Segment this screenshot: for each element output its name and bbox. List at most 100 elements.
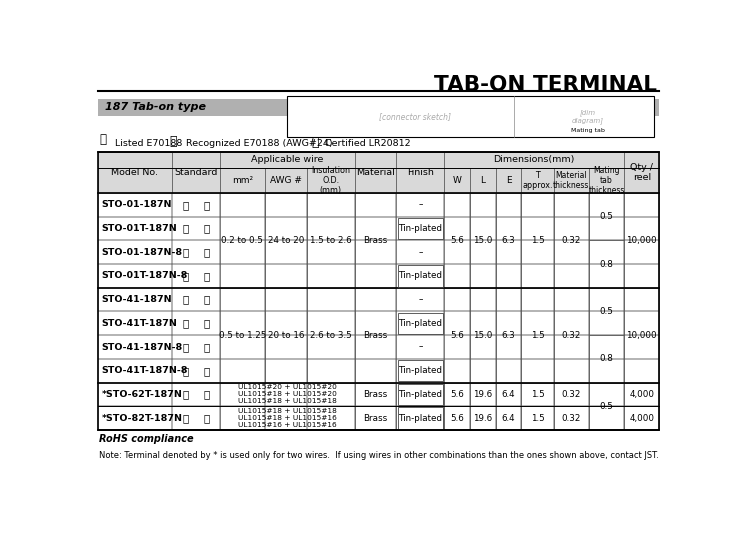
Bar <box>624 383 659 406</box>
Text: 15.0: 15.0 <box>473 236 493 245</box>
Text: Tin-plated: Tin-plated <box>398 390 443 399</box>
Bar <box>220 383 355 406</box>
Bar <box>522 359 554 383</box>
Text: Ⓢ: Ⓢ <box>203 390 210 399</box>
Bar <box>624 193 659 217</box>
Bar <box>265 217 307 240</box>
Bar <box>396 383 444 406</box>
Bar <box>265 264 307 288</box>
Bar <box>98 152 172 193</box>
Text: 20 to 16: 20 to 16 <box>268 331 304 339</box>
Text: Finish: Finish <box>407 168 434 177</box>
Bar <box>307 193 355 288</box>
Text: 0.5 to 1.25: 0.5 to 1.25 <box>219 331 266 339</box>
Bar <box>398 360 443 381</box>
Text: 6.3: 6.3 <box>502 236 516 245</box>
Bar <box>396 288 444 312</box>
Bar <box>624 312 659 335</box>
Text: Ⓢ: Ⓢ <box>203 295 210 305</box>
Bar <box>265 406 307 430</box>
Bar <box>396 152 444 193</box>
Text: 1.5: 1.5 <box>531 236 545 245</box>
Bar <box>396 383 444 406</box>
Text: 19.6: 19.6 <box>474 390 492 399</box>
Bar <box>554 288 589 312</box>
Bar <box>444 240 470 264</box>
Bar <box>98 264 172 288</box>
Bar <box>98 383 172 406</box>
Text: 5.6: 5.6 <box>451 236 464 245</box>
Text: Tin-plated: Tin-plated <box>398 319 443 328</box>
Bar <box>220 240 265 264</box>
Bar <box>355 193 396 217</box>
Bar <box>398 218 443 239</box>
Text: 5.6: 5.6 <box>451 390 464 399</box>
Bar <box>554 193 589 217</box>
Text: Ⓤ: Ⓤ <box>183 390 188 399</box>
Bar <box>522 383 554 406</box>
Text: 6.3: 6.3 <box>502 331 516 339</box>
Bar <box>589 359 624 383</box>
Bar <box>355 193 396 288</box>
Bar <box>554 168 589 193</box>
Bar <box>470 406 496 430</box>
Bar <box>522 335 554 359</box>
Bar <box>355 406 396 430</box>
Bar <box>444 217 470 240</box>
Bar <box>522 168 554 193</box>
Bar <box>444 335 470 359</box>
Bar <box>396 240 444 264</box>
Bar <box>554 193 589 288</box>
Bar <box>496 288 522 312</box>
Text: 0.8: 0.8 <box>599 259 613 268</box>
Bar <box>444 406 470 430</box>
Text: Mating tab: Mating tab <box>571 129 605 133</box>
Text: Tin-plated: Tin-plated <box>398 414 443 422</box>
Text: 0.32: 0.32 <box>562 331 581 339</box>
Bar <box>624 383 659 406</box>
Text: 0.32: 0.32 <box>562 414 581 422</box>
Bar <box>98 312 172 335</box>
Bar <box>172 383 220 406</box>
Bar <box>265 193 307 288</box>
Bar <box>220 359 265 383</box>
Text: [connector sketch]: [connector sketch] <box>379 112 452 121</box>
Bar <box>307 288 355 383</box>
Bar <box>444 383 470 406</box>
Bar <box>396 406 444 430</box>
Bar <box>496 264 522 288</box>
Text: Ⓤ: Ⓤ <box>183 223 188 233</box>
Bar <box>624 406 659 430</box>
Bar <box>307 168 355 193</box>
Bar <box>496 383 522 406</box>
Bar <box>307 240 355 264</box>
Text: STO-01-187N-8: STO-01-187N-8 <box>101 247 183 257</box>
Bar <box>554 359 589 383</box>
Text: W: W <box>453 176 462 185</box>
Text: 1.5 to 2.6: 1.5 to 2.6 <box>310 236 352 245</box>
Bar <box>98 359 172 383</box>
Bar <box>444 152 624 168</box>
Text: –: – <box>418 295 423 304</box>
Bar <box>470 288 496 312</box>
Bar <box>522 406 554 430</box>
Bar <box>624 193 659 288</box>
Text: Recognized E70188 (AWG#24): Recognized E70188 (AWG#24) <box>185 139 333 148</box>
Text: Ⓤ: Ⓤ <box>183 247 188 257</box>
Bar <box>172 288 220 312</box>
Bar <box>98 152 659 430</box>
Bar <box>307 217 355 240</box>
Bar <box>589 288 624 312</box>
Bar <box>220 406 265 430</box>
Bar <box>522 406 554 430</box>
Text: Material: Material <box>356 168 395 177</box>
Bar <box>444 193 470 288</box>
Bar <box>470 193 496 217</box>
Bar <box>496 335 522 359</box>
Text: Ⓤ: Ⓤ <box>183 413 188 423</box>
Text: Material
thickness: Material thickness <box>553 171 590 190</box>
Text: STO-41-187N: STO-41-187N <box>101 295 172 304</box>
Text: L: L <box>480 176 486 185</box>
Bar <box>396 406 444 430</box>
Bar <box>496 240 522 264</box>
